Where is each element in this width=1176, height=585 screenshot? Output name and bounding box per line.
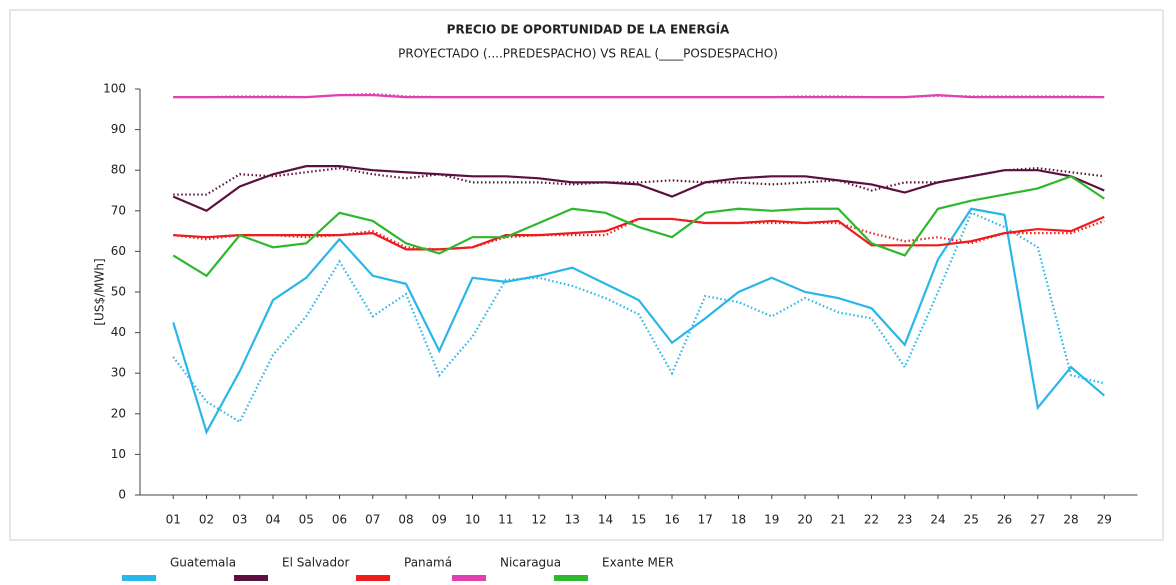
x-tick-label: 19	[764, 513, 779, 527]
x-tick-label: 28	[1063, 513, 1078, 527]
x-tick-label: 26	[997, 513, 1012, 527]
line	[172, 175, 1105, 278]
y-tick-label: 100	[103, 82, 126, 96]
projected-line	[173, 217, 1105, 251]
legend-label: Nicaragua	[500, 556, 561, 570]
y-tick-label: 10	[111, 447, 126, 461]
legend-label: Guatemala	[170, 556, 236, 570]
x-tick-label: 12	[531, 513, 546, 527]
y-tick-label: 60	[111, 244, 126, 258]
y-tick-label: 30	[111, 366, 126, 380]
x-tick-label: 16	[664, 513, 679, 527]
x-tick-label: 13	[565, 513, 580, 527]
legend-swatch	[234, 575, 268, 581]
x-tick-label: 01	[166, 513, 181, 527]
legend-swatch	[554, 575, 588, 581]
projected-line	[173, 167, 1105, 196]
chart-title: PRECIO DE OPORTUNIDAD DE LA ENERGÍA	[447, 22, 730, 37]
x-tick-label: 04	[265, 513, 280, 527]
y-tick-label: 70	[111, 203, 126, 217]
x-tick-label: 08	[398, 513, 413, 527]
x-tick-label: 21	[831, 513, 846, 527]
x-tick-label: 07	[365, 513, 380, 527]
projected-line	[172, 211, 1105, 424]
legend-label: Panamá	[404, 556, 452, 570]
line	[173, 215, 1105, 251]
line	[173, 93, 1105, 99]
x-tick-label: 20	[797, 513, 812, 527]
x-tick-label: 18	[731, 513, 746, 527]
y-axis-label: [US$/MWh]	[93, 258, 107, 325]
legend-swatch	[122, 575, 156, 581]
legend-swatch	[356, 575, 390, 581]
x-tick-label: 02	[199, 513, 214, 527]
x-tick-label: 24	[930, 513, 945, 527]
x-tick-label: 25	[964, 513, 979, 527]
line	[172, 165, 1105, 213]
y-tick-label: 80	[111, 163, 126, 177]
legend-label: Exante MER	[602, 556, 674, 570]
y-tick-label: 40	[111, 325, 126, 339]
x-tick-label: 05	[299, 513, 314, 527]
x-tick-label: 29	[1097, 513, 1112, 527]
legend-label: El Salvador	[282, 556, 349, 570]
x-tick-label: 06	[332, 513, 347, 527]
x-tick-label: 15	[631, 513, 646, 527]
x-tick-label: 11	[498, 513, 513, 527]
x-tick-label: 10	[465, 513, 480, 527]
legend-swatch	[452, 575, 486, 581]
y-tick-label: 0	[118, 488, 126, 502]
y-tick-label: 50	[111, 285, 126, 299]
y-tick-label: 90	[111, 122, 126, 136]
chart-subtitle: PROYECTADO (....PREDESPACHO) VS REAL (__…	[398, 47, 778, 61]
x-tick-label: 22	[864, 513, 879, 527]
x-tick-label: 03	[232, 513, 247, 527]
y-tick-label: 20	[111, 406, 126, 420]
x-tick-label: 17	[698, 513, 713, 527]
x-tick-label: 27	[1030, 513, 1045, 527]
x-tick-label: 14	[598, 513, 613, 527]
x-tick-label: 09	[432, 513, 447, 527]
x-tick-label: 23	[897, 513, 912, 527]
line	[172, 207, 1105, 435]
